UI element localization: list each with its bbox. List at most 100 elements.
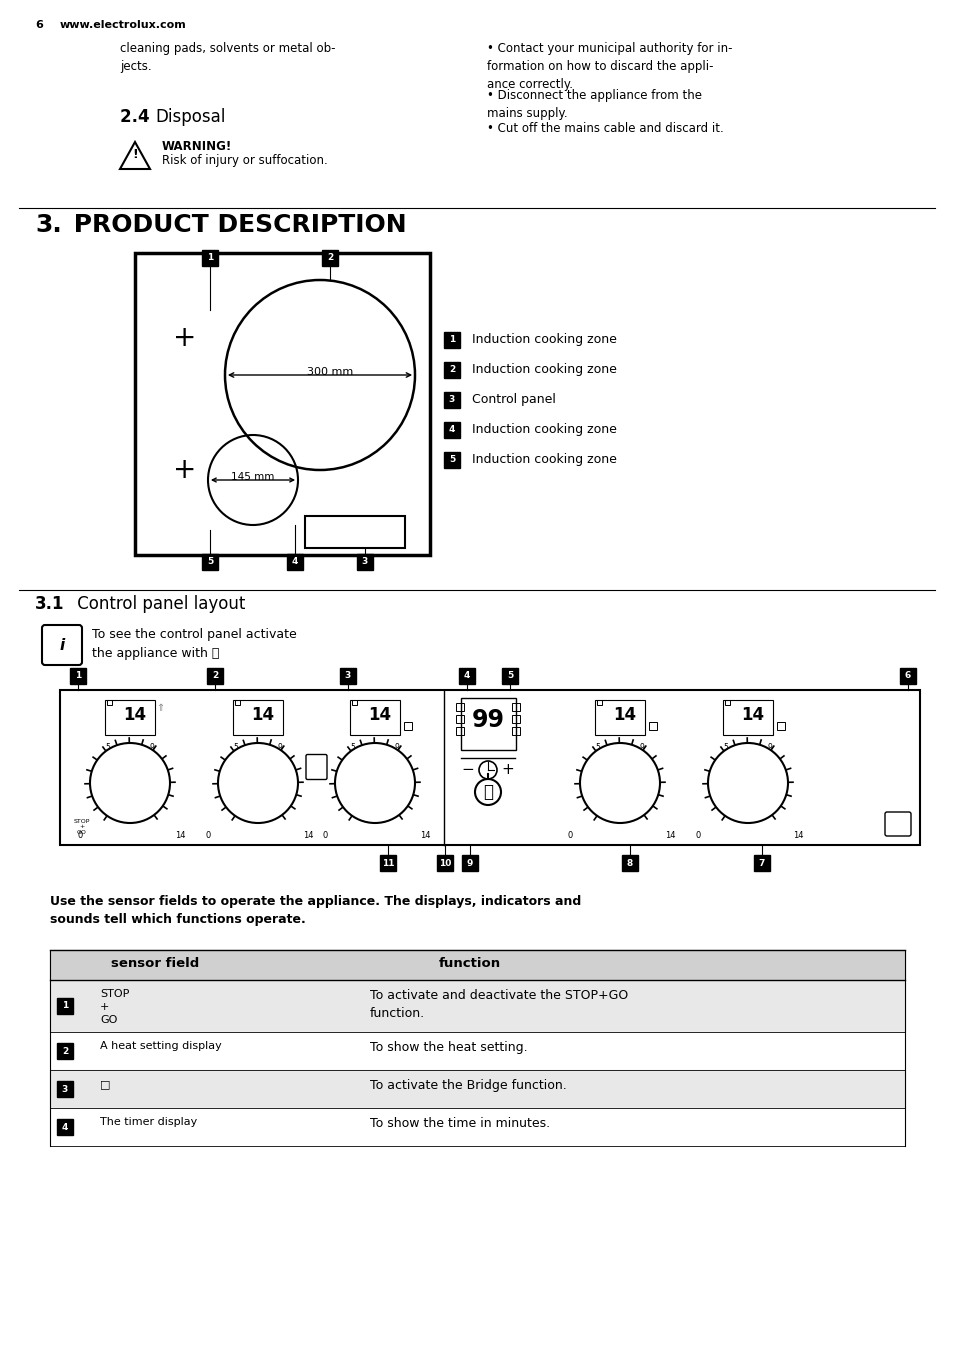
Text: Induction cooking zone: Induction cooking zone bbox=[463, 364, 617, 376]
Bar bbox=[350, 700, 399, 735]
Text: 1: 1 bbox=[74, 672, 81, 680]
Text: 9: 9 bbox=[150, 744, 154, 752]
Text: 9: 9 bbox=[277, 744, 282, 752]
Text: 0: 0 bbox=[695, 831, 700, 840]
Text: 3: 3 bbox=[345, 672, 351, 680]
Bar bbox=[50, 980, 904, 1032]
Text: • Cut off the mains cable and discard it.: • Cut off the mains cable and discard it… bbox=[486, 122, 723, 135]
Text: □: □ bbox=[100, 1079, 111, 1088]
Bar bbox=[443, 452, 459, 468]
Text: 5: 5 bbox=[506, 672, 513, 680]
Bar bbox=[456, 727, 463, 735]
Bar bbox=[512, 727, 519, 735]
Text: 3: 3 bbox=[62, 1084, 68, 1094]
Bar bbox=[776, 722, 784, 730]
Text: 7: 7 bbox=[758, 859, 764, 868]
Text: 0: 0 bbox=[205, 831, 211, 840]
Text: +: + bbox=[173, 456, 196, 484]
Bar bbox=[443, 392, 459, 408]
Text: 4: 4 bbox=[62, 1122, 68, 1132]
Bar bbox=[305, 516, 405, 548]
Bar bbox=[403, 722, 412, 730]
Text: i: i bbox=[59, 638, 65, 653]
Text: 0: 0 bbox=[567, 831, 572, 840]
Bar bbox=[443, 333, 459, 347]
Bar bbox=[899, 668, 915, 684]
Bar bbox=[322, 250, 337, 266]
Text: 9: 9 bbox=[639, 744, 644, 752]
Text: 1: 1 bbox=[62, 1002, 68, 1010]
Text: 1: 1 bbox=[449, 335, 455, 345]
Bar bbox=[287, 554, 303, 571]
Text: Induction cooking zone: Induction cooking zone bbox=[463, 453, 617, 466]
Bar bbox=[105, 700, 154, 735]
Text: 9: 9 bbox=[395, 744, 399, 752]
Text: 2: 2 bbox=[62, 1046, 68, 1056]
Bar bbox=[57, 998, 73, 1014]
Text: 99: 99 bbox=[471, 708, 504, 731]
Text: 300 mm: 300 mm bbox=[307, 366, 353, 377]
Text: 8: 8 bbox=[626, 859, 633, 868]
Text: 3: 3 bbox=[449, 396, 455, 404]
Text: 11: 11 bbox=[381, 859, 394, 868]
Text: 5: 5 bbox=[449, 456, 455, 465]
Text: 5: 5 bbox=[207, 557, 213, 566]
Bar bbox=[50, 1069, 904, 1109]
Bar bbox=[135, 253, 430, 556]
Bar bbox=[50, 950, 904, 980]
Text: The timer display: The timer display bbox=[100, 1117, 197, 1128]
Text: Risk of injury or suffocation.: Risk of injury or suffocation. bbox=[162, 154, 328, 168]
Text: 9: 9 bbox=[466, 859, 473, 868]
Bar bbox=[356, 554, 373, 571]
Bar bbox=[722, 700, 772, 735]
Text: 5: 5 bbox=[106, 744, 111, 752]
Text: function: function bbox=[438, 957, 500, 969]
Text: PRODUCT DESCRIPTION: PRODUCT DESCRIPTION bbox=[65, 214, 406, 237]
Text: 0: 0 bbox=[322, 831, 327, 840]
Text: To show the time in minutes.: To show the time in minutes. bbox=[370, 1117, 550, 1130]
Text: sensor field: sensor field bbox=[111, 957, 199, 969]
Bar bbox=[456, 715, 463, 723]
Text: ⇑: ⇑ bbox=[155, 703, 164, 713]
Bar bbox=[753, 854, 769, 871]
Text: 2.4: 2.4 bbox=[120, 108, 155, 126]
Bar bbox=[512, 715, 519, 723]
Bar bbox=[57, 1082, 73, 1096]
Text: 14: 14 bbox=[252, 706, 274, 725]
Bar bbox=[512, 703, 519, 711]
Bar bbox=[50, 1109, 904, 1146]
Bar bbox=[460, 698, 516, 750]
Text: www.electrolux.com: www.electrolux.com bbox=[60, 20, 187, 30]
Text: • Disconnect the appliance from the
mains supply.: • Disconnect the appliance from the main… bbox=[486, 89, 701, 120]
Bar bbox=[461, 854, 477, 871]
Text: !: ! bbox=[132, 149, 138, 161]
Text: Use the sensor fields to operate the appliance. The displays, indicators and
sou: Use the sensor fields to operate the app… bbox=[50, 895, 580, 926]
Text: ⓘ: ⓘ bbox=[482, 783, 493, 800]
Text: 6: 6 bbox=[35, 20, 43, 30]
Text: 145 mm: 145 mm bbox=[231, 472, 274, 483]
Bar bbox=[501, 668, 517, 684]
Text: 5: 5 bbox=[595, 744, 599, 752]
Text: To activate and deactivate the STOP+GO
function.: To activate and deactivate the STOP+GO f… bbox=[370, 990, 628, 1019]
Text: Induction cooking zone: Induction cooking zone bbox=[463, 423, 617, 437]
Text: cleaning pads, solvents or metal ob-
jects.: cleaning pads, solvents or metal ob- jec… bbox=[120, 42, 335, 73]
Text: 4: 4 bbox=[463, 672, 470, 680]
Text: 14: 14 bbox=[613, 706, 636, 725]
Bar bbox=[456, 703, 463, 711]
Text: Induction cooking zone: Induction cooking zone bbox=[463, 334, 617, 346]
Bar bbox=[57, 1042, 73, 1059]
Bar bbox=[202, 554, 218, 571]
Text: +: + bbox=[501, 763, 514, 777]
Text: To show the heat setting.: To show the heat setting. bbox=[370, 1041, 527, 1055]
Bar bbox=[202, 250, 218, 266]
Text: 14: 14 bbox=[368, 706, 391, 725]
Text: 5: 5 bbox=[350, 744, 355, 752]
Text: 2: 2 bbox=[212, 672, 218, 680]
Bar bbox=[70, 668, 86, 684]
Bar bbox=[443, 422, 459, 438]
Text: To see the control panel activate
the appliance with ⓘ: To see the control panel activate the ap… bbox=[91, 627, 296, 660]
Text: Control panel: Control panel bbox=[463, 393, 556, 407]
Bar bbox=[60, 690, 919, 845]
Bar bbox=[648, 722, 657, 730]
Text: 3.: 3. bbox=[35, 214, 62, 237]
